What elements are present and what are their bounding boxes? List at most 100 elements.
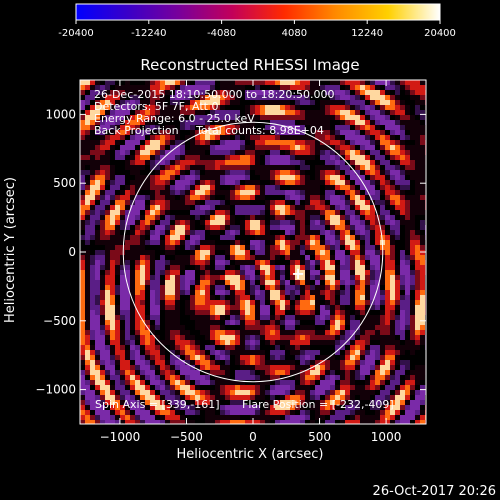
heatmap-cell: [400, 200, 405, 205]
heatmap-cell: [160, 255, 165, 260]
heatmap-cell: [310, 275, 315, 280]
heatmap-cell: [335, 170, 340, 175]
heatmap-cell: [385, 415, 390, 420]
heatmap-cell: [185, 345, 190, 350]
heatmap-cell: [280, 80, 285, 85]
heatmap-cell: [385, 80, 390, 85]
heatmap-cell: [125, 405, 130, 410]
heatmap-cell: [235, 195, 240, 200]
heatmap-cell: [175, 330, 180, 335]
heatmap-cell: [310, 140, 315, 145]
heatmap-cell: [345, 410, 350, 415]
heatmap-cell: [280, 125, 285, 130]
heatmap-cell: [95, 215, 100, 220]
heatmap-cell: [300, 155, 305, 160]
heatmap-cell: [315, 365, 320, 370]
heatmap-cell: [345, 260, 350, 265]
heatmap-cell: [95, 380, 100, 385]
heatmap-cell: [100, 285, 105, 290]
heatmap-cell: [130, 345, 135, 350]
heatmap-cell: [285, 285, 290, 290]
heatmap-cell: [365, 265, 370, 270]
heatmap-cell: [360, 390, 365, 395]
heatmap-cell: [125, 325, 130, 330]
heatmap-cell: [225, 250, 230, 255]
heatmap-cell: [305, 300, 310, 305]
heatmap-cell: [145, 285, 150, 290]
heatmap-cell: [155, 135, 160, 140]
heatmap-cell: [215, 315, 220, 320]
heatmap-cell: [240, 155, 245, 160]
heatmap-cell: [100, 355, 105, 360]
heatmap-cell: [100, 340, 105, 345]
heatmap-cell: [410, 275, 415, 280]
heatmap-cell: [165, 290, 170, 295]
heatmap-cell: [375, 250, 380, 255]
heatmap-cell: [140, 150, 145, 155]
heatmap-cell: [350, 370, 355, 375]
heatmap-cell: [410, 210, 415, 215]
heatmap-cell: [315, 395, 320, 400]
heatmap-cell: [280, 165, 285, 170]
heatmap-cell: [95, 265, 100, 270]
heatmap-cell: [105, 400, 110, 405]
heatmap-cell: [315, 135, 320, 140]
heatmap-cell: [135, 115, 140, 120]
heatmap-cell: [90, 260, 95, 265]
heatmap-cell: [130, 300, 135, 305]
heatmap-cell: [105, 300, 110, 305]
heatmap-cell: [120, 225, 125, 230]
heatmap-cell: [300, 355, 305, 360]
heatmap-cell: [95, 415, 100, 420]
heatmap-cell: [175, 360, 180, 365]
heatmap-cell: [385, 140, 390, 145]
heatmap-cell: [110, 110, 115, 115]
heatmap-cell: [395, 110, 400, 115]
heatmap-cell: [120, 400, 125, 405]
heatmap-cell: [110, 415, 115, 420]
heatmap-cell: [255, 245, 260, 250]
heatmap-cell: [170, 355, 175, 360]
heatmap-cell: [145, 105, 150, 110]
heatmap-cell: [415, 275, 420, 280]
heatmap-cell: [255, 265, 260, 270]
heatmap-cell: [190, 375, 195, 380]
heatmap-cell: [180, 385, 185, 390]
heatmap-cell: [145, 280, 150, 285]
heatmap-cell: [120, 120, 125, 125]
heatmap-cell: [270, 340, 275, 345]
heatmap-cell: [100, 400, 105, 405]
heatmap-cell: [325, 385, 330, 390]
heatmap-cell: [335, 175, 340, 180]
heatmap-cell: [260, 100, 265, 105]
heatmap-cell: [190, 355, 195, 360]
heatmap-cell: [400, 175, 405, 180]
heatmap-cell: [365, 230, 370, 235]
heatmap-cell: [375, 295, 380, 300]
heatmap-cell: [395, 145, 400, 150]
heatmap-cell: [350, 160, 355, 165]
heatmap-cell: [365, 110, 370, 115]
heatmap-cell: [110, 225, 115, 230]
heatmap-cell: [225, 215, 230, 220]
heatmap-cell: [340, 175, 345, 180]
heatmap-cell: [365, 215, 370, 220]
heatmap-cell: [110, 300, 115, 305]
heatmap-cell: [325, 355, 330, 360]
heatmap-cell: [350, 130, 355, 135]
heatmap-cell: [205, 290, 210, 295]
heatmap-cell: [95, 190, 100, 195]
heatmap-cell: [420, 340, 425, 345]
heatmap-cell: [320, 330, 325, 335]
heatmap-cell: [235, 375, 240, 380]
heatmap-cell: [190, 410, 195, 415]
heatmap-cell: [275, 350, 280, 355]
heatmap-cell: [105, 255, 110, 260]
heatmap-cell: [375, 225, 380, 230]
heatmap-cell: [225, 305, 230, 310]
heatmap-cell: [185, 335, 190, 340]
heatmap-cell: [85, 195, 90, 200]
heatmap-cell: [330, 385, 335, 390]
heatmap-cell: [300, 280, 305, 285]
heatmap-cell: [300, 415, 305, 420]
